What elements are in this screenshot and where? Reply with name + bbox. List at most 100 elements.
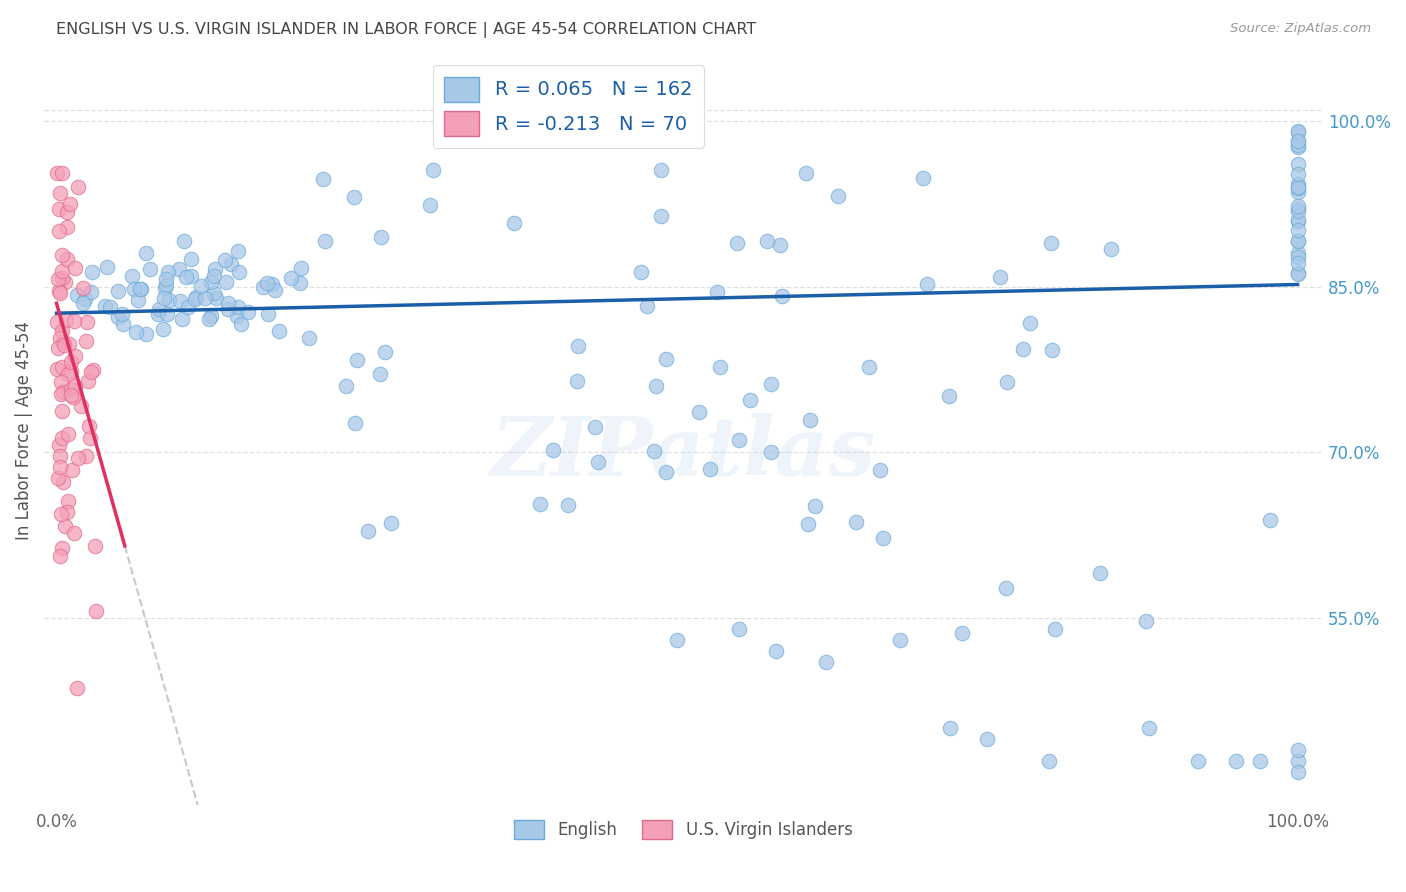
Point	[252, 279, 274, 293]
Point	[80, 265, 103, 279]
Point	[69, 399, 91, 413]
Point	[49, 449, 72, 463]
Point	[1286, 754, 1309, 768]
Point	[1040, 343, 1063, 357]
Point	[814, 655, 837, 669]
Point	[60, 355, 83, 369]
Point	[51, 270, 73, 285]
Point	[56, 505, 79, 519]
Point	[257, 307, 280, 321]
Point	[127, 293, 149, 307]
Point	[988, 270, 1011, 285]
Point	[200, 275, 222, 289]
Point	[267, 325, 290, 339]
Point	[950, 626, 973, 640]
Point	[858, 359, 880, 374]
Point	[167, 262, 190, 277]
Point	[80, 365, 103, 379]
Point	[1286, 177, 1309, 191]
Point	[1286, 212, 1309, 227]
Point	[529, 497, 551, 511]
Point	[1038, 754, 1060, 768]
Point	[49, 549, 72, 563]
Point	[1286, 140, 1309, 154]
Point	[79, 431, 101, 445]
Point	[51, 431, 73, 445]
Point	[1249, 754, 1271, 768]
Point	[374, 345, 396, 359]
Point	[1286, 743, 1309, 757]
Point	[205, 292, 228, 306]
Point	[869, 463, 891, 477]
Point	[53, 275, 76, 289]
Point	[45, 166, 67, 180]
Point	[583, 420, 606, 434]
Point	[1137, 721, 1160, 735]
Point	[280, 271, 302, 285]
Point	[911, 170, 934, 185]
Point	[794, 166, 817, 180]
Point	[1286, 157, 1309, 171]
Point	[49, 460, 72, 475]
Point	[346, 353, 368, 368]
Point	[139, 262, 162, 277]
Point	[655, 351, 678, 366]
Point	[370, 230, 392, 244]
Point	[1286, 123, 1309, 137]
Point	[202, 269, 225, 284]
Point	[56, 367, 79, 381]
Point	[995, 581, 1018, 595]
Point	[586, 455, 609, 469]
Point	[155, 272, 177, 286]
Point	[186, 290, 208, 304]
Point	[419, 198, 441, 212]
Point	[83, 539, 105, 553]
Point	[1187, 754, 1209, 768]
Point	[314, 234, 336, 248]
Point	[76, 315, 98, 329]
Point	[1286, 202, 1309, 217]
Point	[135, 246, 157, 260]
Point	[59, 364, 82, 378]
Point	[997, 375, 1019, 389]
Point	[77, 374, 100, 388]
Point	[643, 444, 665, 458]
Point	[62, 314, 84, 328]
Point	[1286, 134, 1309, 148]
Point	[759, 444, 782, 458]
Point	[290, 260, 312, 275]
Point	[146, 307, 169, 321]
Point	[52, 334, 75, 349]
Point	[1286, 266, 1309, 280]
Point	[80, 285, 103, 299]
Point	[1286, 204, 1309, 219]
Point	[58, 337, 80, 351]
Point	[48, 471, 70, 485]
Point	[827, 189, 849, 203]
Point	[51, 166, 73, 180]
Point	[156, 307, 179, 321]
Point	[688, 405, 710, 419]
Point	[46, 362, 69, 376]
Point	[219, 257, 242, 271]
Point	[1099, 242, 1122, 256]
Point	[156, 265, 179, 279]
Point	[256, 276, 278, 290]
Point	[228, 264, 250, 278]
Point	[111, 307, 134, 321]
Point	[48, 225, 70, 239]
Text: ZIPatlas: ZIPatlas	[491, 413, 876, 492]
Point	[872, 531, 894, 545]
Point	[53, 519, 76, 533]
Point	[706, 285, 728, 300]
Point	[214, 253, 236, 268]
Point	[1286, 234, 1309, 248]
Point	[173, 234, 195, 248]
Point	[51, 541, 73, 556]
Point	[59, 382, 82, 396]
Point	[1286, 234, 1309, 248]
Point	[725, 236, 748, 251]
Point	[135, 327, 157, 342]
Point	[557, 498, 579, 512]
Point	[51, 248, 73, 262]
